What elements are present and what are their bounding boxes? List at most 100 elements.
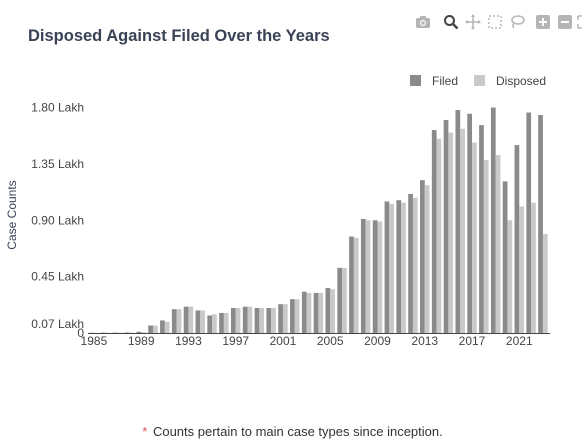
bar-disposed-2019[interactable]	[495, 155, 501, 333]
bar-filed-1988[interactable]	[124, 332, 130, 334]
bar-filed-2021[interactable]	[514, 145, 520, 333]
bar-disposed-2005[interactable]	[330, 289, 335, 333]
x-tick-label: 2005	[317, 334, 344, 348]
bar-filed-2012[interactable]	[408, 193, 413, 333]
y-tick-label: 0.90 Lakh	[31, 213, 84, 227]
bar-disposed-1991[interactable]	[164, 321, 170, 333]
bar-filed-2015[interactable]	[443, 120, 449, 333]
bars-layer	[89, 107, 548, 334]
bar-filed-2019[interactable]	[490, 107, 496, 333]
bar-filed-2013[interactable]	[420, 180, 425, 333]
bar-filed-1994[interactable]	[195, 310, 201, 333]
bar-disposed-2012[interactable]	[412, 197, 418, 333]
bar-filed-2017[interactable]	[467, 113, 473, 333]
bar-disposed-1989[interactable]	[141, 332, 146, 333]
y-tick-label: 1.35 Lakh	[31, 157, 84, 171]
bar-filed-1995[interactable]	[207, 315, 213, 333]
bar-disposed-2008[interactable]	[365, 220, 371, 333]
legend-label-filed[interactable]: Filed	[432, 74, 458, 88]
zoom-out-icon[interactable]	[556, 13, 574, 31]
bar-filed-1990[interactable]	[148, 325, 153, 333]
bar-disposed-1992[interactable]	[176, 309, 182, 333]
bar-filed-2011[interactable]	[396, 200, 402, 333]
bar-disposed-1997[interactable]	[235, 307, 241, 333]
bar-disposed-2006[interactable]	[342, 267, 347, 333]
x-tick-label: 2021	[506, 334, 533, 348]
x-tick-label: 1993	[175, 334, 202, 348]
bar-filed-2018[interactable]	[479, 125, 484, 333]
bar-disposed-2022[interactable]	[531, 202, 536, 333]
bar-disposed-2016[interactable]	[460, 128, 465, 333]
bar-filed-2023[interactable]	[538, 115, 543, 333]
bar-disposed-1990[interactable]	[152, 325, 158, 333]
footnote-asterisk: *	[142, 424, 148, 439]
x-tick-label: 2013	[411, 334, 438, 348]
legend-swatch-filed[interactable]	[410, 75, 421, 86]
bar-filed-2007[interactable]	[349, 236, 354, 333]
bar-disposed-2011[interactable]	[401, 202, 406, 333]
bar-filed-2020[interactable]	[502, 181, 508, 333]
bar-filed-1996[interactable]	[219, 312, 224, 333]
x-tick-label: 2017	[459, 334, 486, 348]
bar-disposed-1999[interactable]	[259, 307, 265, 333]
bar-disposed-1996[interactable]	[223, 312, 229, 333]
bar-disposed-1995[interactable]	[212, 314, 217, 333]
lasso-icon[interactable]	[508, 13, 526, 31]
bar-filed-2008[interactable]	[360, 219, 366, 333]
x-tick-label: 1985	[81, 334, 108, 348]
bar-disposed-1994[interactable]	[200, 310, 205, 333]
zoom-icon[interactable]	[442, 13, 460, 31]
y-tick-label: 1.80 Lakh	[31, 101, 84, 115]
bar-filed-1989[interactable]	[136, 331, 142, 333]
bar-filed-1991[interactable]	[160, 320, 165, 333]
y-tick-label: 0	[77, 326, 84, 340]
bar-filed-2014[interactable]	[431, 130, 437, 333]
bar-filed-1993[interactable]	[183, 306, 189, 333]
bar-filed-1992[interactable]	[171, 309, 177, 333]
bar-disposed-2000[interactable]	[271, 307, 276, 333]
bar-disposed-2021[interactable]	[519, 206, 525, 333]
bar-filed-2016[interactable]	[455, 110, 461, 333]
bar-disposed-2001[interactable]	[282, 304, 288, 333]
bar-filed-1997[interactable]	[230, 307, 236, 333]
bar-disposed-2013[interactable]	[424, 185, 430, 333]
x-tick-label: 1997	[222, 334, 249, 348]
bar-filed-2005[interactable]	[325, 287, 331, 333]
bar-filed-2001[interactable]	[278, 304, 283, 333]
bar-filed-2009[interactable]	[372, 220, 378, 333]
bar-disposed-2017[interactable]	[472, 142, 477, 333]
bar-filed-1999[interactable]	[254, 307, 260, 333]
bar-filed-2010[interactable]	[384, 201, 390, 333]
bar-filed-2002[interactable]	[290, 299, 295, 333]
bar-filed-2003[interactable]	[301, 291, 307, 333]
bar-disposed-2004[interactable]	[318, 292, 324, 333]
bar-disposed-2009[interactable]	[377, 221, 383, 333]
legend-swatch-disposed[interactable]	[474, 75, 485, 86]
bar-disposed-1993[interactable]	[188, 306, 194, 333]
y-tick-label: 0.07 Lakh	[31, 317, 84, 331]
chart-title: Disposed Against Filed Over the Years	[28, 27, 330, 45]
bar-disposed-2010[interactable]	[389, 203, 395, 333]
bar-disposed-2020[interactable]	[507, 220, 513, 333]
bar-filed-2022[interactable]	[526, 112, 532, 333]
bar-disposed-2007[interactable]	[353, 237, 359, 333]
bar-filed-2000[interactable]	[266, 307, 272, 333]
autoscale-icon[interactable]	[574, 13, 585, 31]
y-axis-label: Case Counts	[5, 180, 19, 249]
bar-disposed-2003[interactable]	[306, 292, 312, 333]
bar-filed-1998[interactable]	[242, 306, 248, 333]
bar-disposed-2018[interactable]	[483, 160, 489, 333]
legend-label-disposed[interactable]: Disposed	[496, 74, 546, 88]
bar-disposed-2015[interactable]	[448, 132, 454, 333]
bar-disposed-2014[interactable]	[436, 138, 442, 333]
bar-filed-2004[interactable]	[313, 292, 319, 333]
camera-icon[interactable]	[414, 13, 432, 31]
bar-disposed-2023[interactable]	[542, 234, 548, 333]
bar-filed-2006[interactable]	[337, 267, 343, 333]
box-select-icon[interactable]	[486, 13, 504, 31]
zoom-in-icon[interactable]	[534, 13, 552, 31]
bar-disposed-1998[interactable]	[247, 306, 253, 333]
bar-disposed-2002[interactable]	[294, 299, 300, 333]
pan-icon[interactable]	[464, 13, 482, 31]
x-tick-label: 2009	[364, 334, 391, 348]
